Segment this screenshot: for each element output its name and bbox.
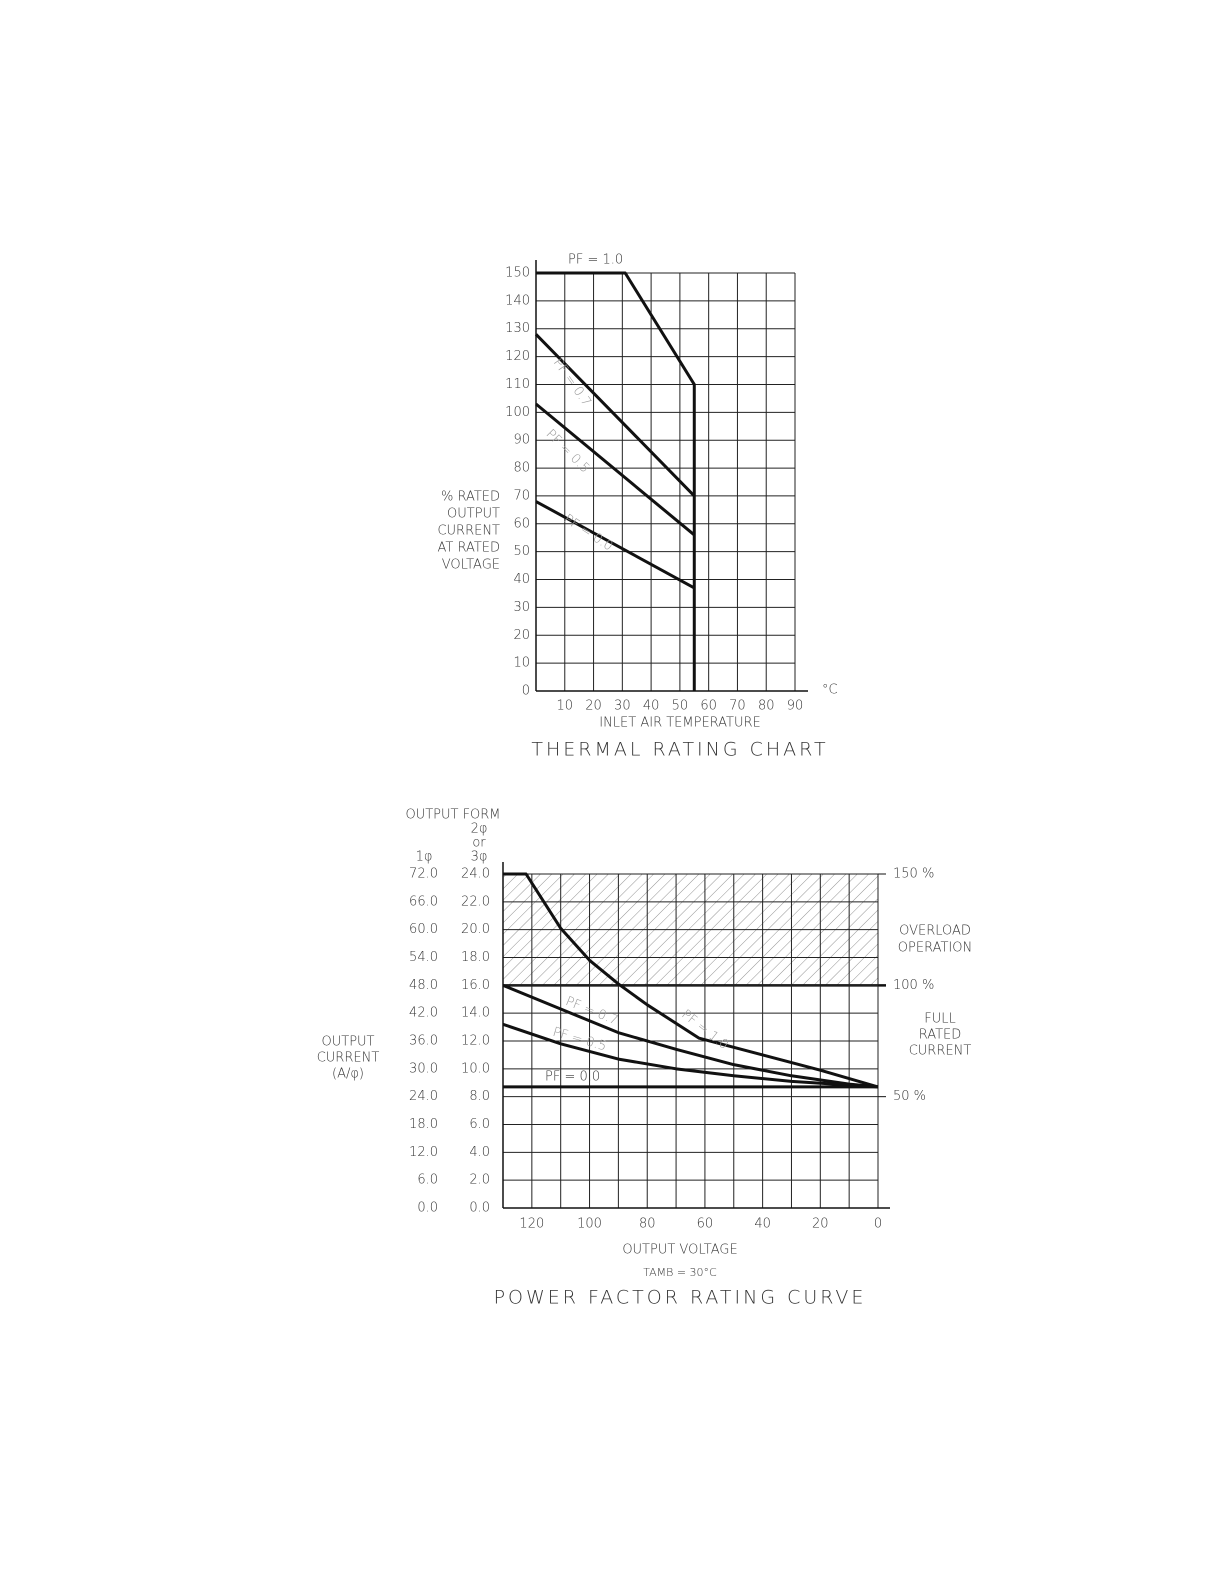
series-line	[535, 500, 695, 590]
y-header: or	[472, 836, 486, 851]
series-label: PF = 0.0	[545, 1070, 600, 1085]
series-line	[502, 983, 879, 1089]
y2-tick-label: 36.0	[409, 1034, 438, 1049]
y-tick-label: 2.0	[469, 1173, 490, 1188]
x-tick-label: 10	[557, 699, 574, 714]
x-tick-label: 20	[812, 1217, 829, 1232]
y-tick-label: 10	[513, 656, 530, 671]
x-tick-label: 0	[874, 1217, 882, 1232]
y2-tick-label: 48.0	[409, 978, 438, 993]
y-tick-label: 4.0	[469, 1145, 490, 1160]
x-tick-label: 80	[758, 699, 775, 714]
y2-tick-label: 42.0	[409, 1006, 438, 1021]
chart-title: THERMAL RATING CHART	[531, 739, 828, 761]
full-rated-label: CURRENT	[909, 1044, 972, 1059]
y2-tick-label: 72.0	[409, 867, 438, 882]
y2-tick-label: 0.0	[417, 1201, 438, 1216]
y-header: 2φ	[471, 822, 488, 837]
y-tick-label: 0.0	[469, 1201, 490, 1216]
y-tick-label: 80	[513, 461, 530, 476]
y2-tick-label: 12.0	[409, 1145, 438, 1160]
y-axis-label: CURRENT	[317, 1051, 380, 1066]
y-tick-label: 140	[505, 293, 530, 308]
x-axis-label: INLET AIR TEMPERATURE	[599, 716, 761, 731]
column-header: OUTPUT FORM	[405, 808, 500, 823]
y-tick-label: 120	[505, 349, 530, 364]
x-tick-label: 80	[639, 1217, 656, 1232]
note: TAMB = 30°C	[643, 1266, 717, 1279]
x-tick-label: 120	[519, 1217, 544, 1232]
y-tick-label: 130	[505, 321, 530, 336]
x-tick-label: 70	[729, 699, 746, 714]
y-tick-label: 0	[522, 684, 530, 699]
chart-title: POWER FACTOR RATING CURVE	[494, 1287, 867, 1309]
y-tick-label: 12.0	[461, 1034, 490, 1049]
y2-tick-label: 30.0	[409, 1061, 438, 1076]
y2-tick-label: 18.0	[409, 1117, 438, 1132]
y-tick-label: 20.0	[461, 922, 490, 937]
y-tick-label: 22.0	[461, 894, 490, 909]
y-header: 3φ	[471, 850, 488, 865]
y-tick-label: 150	[505, 266, 530, 281]
y-axis-label: % RATED	[441, 490, 500, 505]
full-rated-label: RATED	[919, 1028, 962, 1043]
y2-header: 1φ	[416, 850, 433, 865]
x-tick-label: 60	[700, 699, 717, 714]
y-tick-label: 20	[513, 628, 530, 643]
y-tick-label: 70	[513, 488, 530, 503]
y-axis-label: VOLTAGE	[442, 558, 500, 573]
x-tick-label: 50	[672, 699, 689, 714]
y-tick-label: 6.0	[469, 1117, 490, 1132]
y-axis-label: CURRENT	[437, 524, 500, 539]
x-tick-label: 40	[643, 699, 660, 714]
x-unit: °C	[822, 683, 838, 698]
y2-tick-label: 60.0	[409, 922, 438, 937]
y-tick-label: 100	[505, 405, 530, 420]
x-tick-label: 90	[787, 699, 804, 714]
series-line	[503, 872, 879, 1089]
x-tick-label: 100	[577, 1217, 602, 1232]
series-label: PF = 1.0	[568, 253, 623, 268]
y-axis-label: OUTPUT	[322, 1035, 375, 1050]
series-line	[502, 1022, 879, 1089]
y-tick-label: 14.0	[461, 1006, 490, 1021]
x-tick-label: 40	[754, 1217, 771, 1232]
y-tick-label: 18.0	[461, 950, 490, 965]
y2-tick-label: 54.0	[409, 950, 438, 965]
y-axis-label: (A/φ)	[332, 1067, 364, 1082]
overload-label: OPERATION	[898, 941, 972, 956]
y3-tick-label: 50 %	[893, 1089, 926, 1104]
y2-tick-label: 24.0	[409, 1089, 438, 1104]
full-rated-label: FULL	[924, 1012, 955, 1027]
y-tick-label: 8.0	[469, 1089, 490, 1104]
series-line	[534, 333, 696, 497]
y2-tick-label: 6.0	[417, 1173, 438, 1188]
y-axis-label: AT RATED	[437, 541, 500, 556]
overload-label: OVERLOAD	[899, 924, 971, 939]
x-tick-label: 60	[697, 1217, 714, 1232]
y3-tick-label: 100 %	[893, 978, 934, 993]
y-tick-label: 60	[513, 516, 530, 531]
x-axis-label: OUTPUT VOLTAGE	[622, 1243, 737, 1258]
x-tick-label: 30	[614, 699, 631, 714]
series-line	[535, 402, 696, 537]
y-tick-label: 110	[505, 377, 530, 392]
y-axis-label: OUTPUT	[447, 507, 500, 522]
y-tick-label: 90	[513, 433, 530, 448]
y-tick-label: 10.0	[461, 1061, 490, 1076]
y3-tick-label: 150 %	[893, 867, 934, 882]
y-tick-label: 24.0	[461, 867, 490, 882]
y-tick-label: 30	[513, 600, 530, 615]
y2-tick-label: 66.0	[409, 894, 438, 909]
y-tick-label: 50	[513, 544, 530, 559]
x-tick-label: 20	[585, 699, 602, 714]
series-line	[536, 271, 696, 691]
y-tick-label: 16.0	[461, 978, 490, 993]
y-tick-label: 40	[513, 572, 530, 587]
